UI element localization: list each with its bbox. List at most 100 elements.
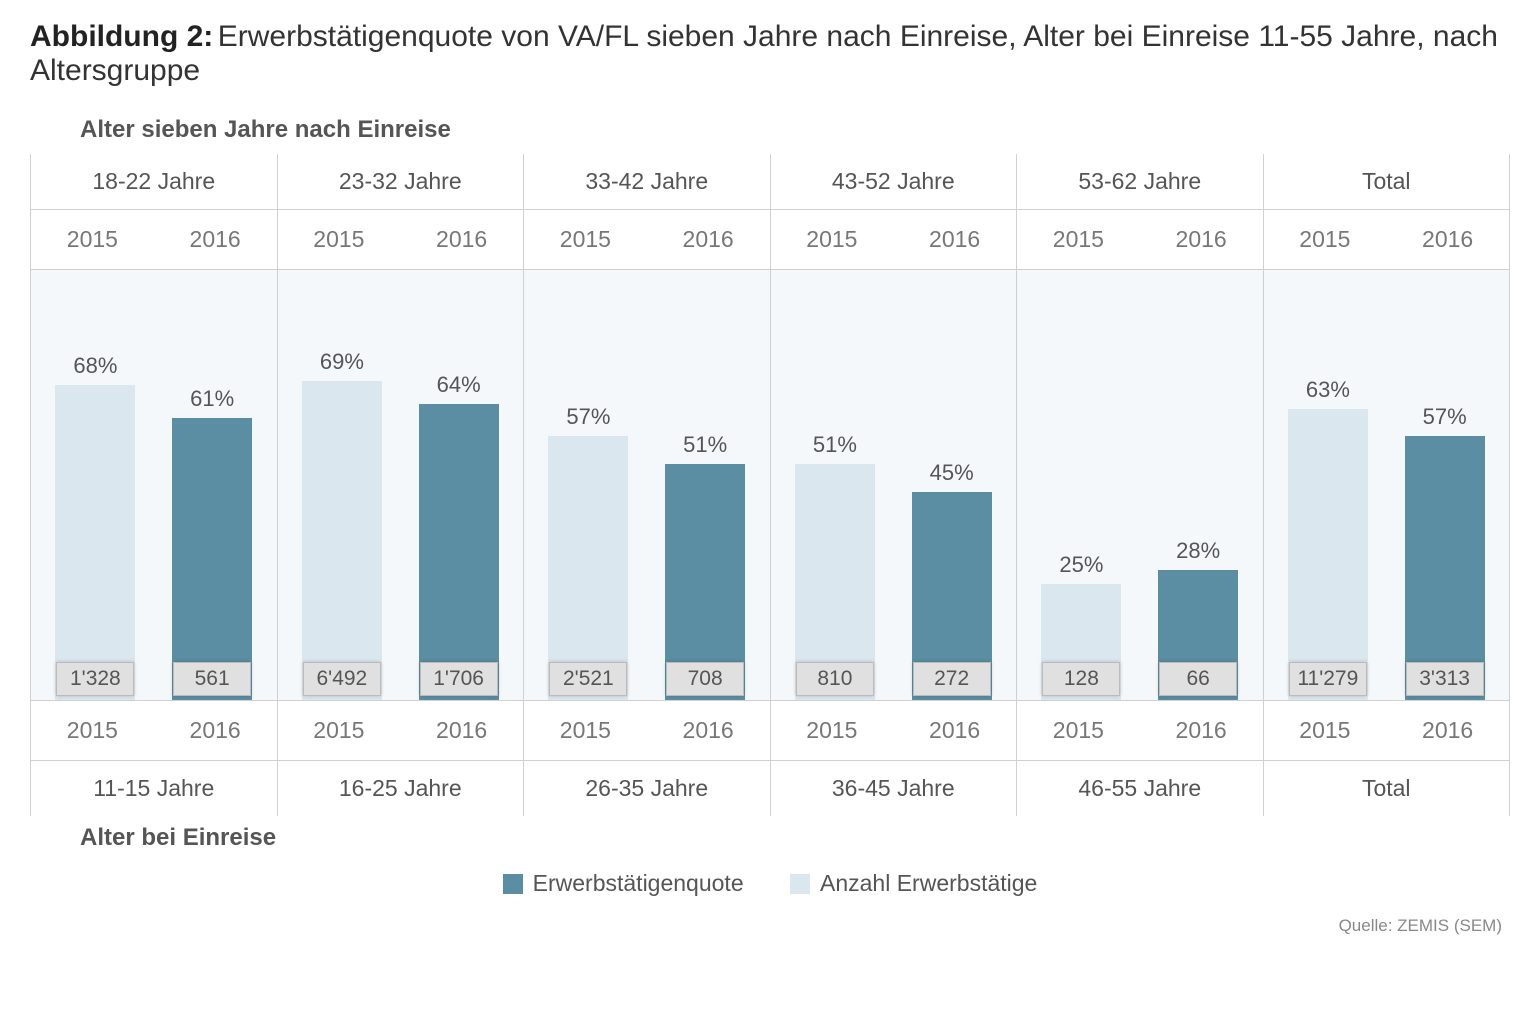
groups-row: 18-22 Jahre2015201668%1'32861%5612015201… [30, 154, 1510, 816]
bar [1288, 409, 1368, 700]
percent-label: 68% [73, 353, 117, 379]
chart-container: 18-22 Jahre2015201668%1'32861%5612015201… [30, 154, 1510, 816]
plot-area: 68% 1'328 61%561 [31, 270, 277, 700]
group-footer: 46-55 Jahre [1017, 760, 1263, 816]
count-badge: 3'313 [1406, 662, 1484, 696]
group-header: 23-32 Jahre [278, 154, 524, 210]
bar-slot: 57% 2'521 [530, 270, 647, 700]
year-label: 2016 [1140, 701, 1263, 760]
year-label: 2015 [1264, 210, 1387, 269]
title-label: Abbildung 2: [30, 20, 213, 53]
group-footer: 36-45 Jahre [771, 760, 1017, 816]
years-footer: 20152016 [278, 700, 524, 760]
group-header: 18-22 Jahre [31, 154, 277, 210]
age-group: 53-62 Jahre2015201625%12828%662015201646… [1017, 154, 1264, 816]
year-label: 2016 [893, 210, 1016, 269]
percent-label: 57% [566, 404, 610, 430]
age-group: 33-42 Jahre2015201657%2'52151%7082015201… [524, 154, 771, 816]
percent-label: 25% [1059, 552, 1103, 578]
title-text: Erwerbstätigenquote von VA/FL sieben Jah… [30, 20, 1498, 87]
group-header: 43-52 Jahre [771, 154, 1017, 210]
plot-area: 25% 128 28% 66 [1017, 270, 1263, 700]
bar-slot: 28% 66 [1140, 270, 1257, 700]
count-badge: 11'279 [1289, 662, 1367, 696]
year-label: 2015 [524, 210, 647, 269]
bar-slot: 25% 128 [1023, 270, 1140, 700]
percent-label: 51% [813, 432, 857, 458]
bar-slot: 68% 1'328 [37, 270, 154, 700]
years-footer: 20152016 [31, 700, 277, 760]
plot-area: 51% 810 45%272 [771, 270, 1017, 700]
bar-slot: 69% 6'492 [284, 270, 401, 700]
bar-slot: 51% 810 [777, 270, 894, 700]
group-header: 53-62 Jahre [1017, 154, 1263, 210]
count-badge: 810 [796, 662, 874, 696]
percent-label: 51% [683, 432, 727, 458]
bar [302, 381, 382, 700]
legend-swatch-count [790, 874, 810, 894]
years-header: 20152016 [278, 210, 524, 270]
age-group: Total2015201663%11'27957%3'31320152016To… [1264, 154, 1511, 816]
legend-label-quote: Erwerbstätigenquote [533, 870, 744, 897]
bar-slot: 51% 708 [647, 270, 764, 700]
group-footer: 11-15 Jahre [31, 760, 277, 816]
chart-title: Abbildung 2: Erwerbstätigenquote von VA/… [30, 20, 1510, 88]
group-footer: Total [1264, 760, 1510, 816]
legend-item-count: Anzahl Erwerbstätige [790, 870, 1037, 897]
legend-label-count: Anzahl Erwerbstätige [820, 870, 1037, 897]
count-badge: 128 [1042, 662, 1120, 696]
percent-label: 63% [1306, 377, 1350, 403]
bar [1405, 436, 1485, 700]
bar [172, 418, 252, 700]
year-label: 2016 [1140, 210, 1263, 269]
group-footer: 26-35 Jahre [524, 760, 770, 816]
year-label: 2015 [278, 210, 401, 269]
count-badge: 1'328 [56, 662, 134, 696]
years-footer: 20152016 [1264, 700, 1510, 760]
bar [548, 436, 628, 700]
year-label: 2016 [1386, 210, 1509, 269]
year-label: 2016 [647, 210, 770, 269]
count-badge: 708 [666, 662, 744, 696]
count-badge: 272 [913, 662, 991, 696]
chart-legend: Erwerbstätigenquote Anzahl Erwerbstätige [30, 870, 1510, 900]
years-footer: 20152016 [771, 700, 1017, 760]
plot-area: 57% 2'521 51% 708 [524, 270, 770, 700]
bar-slot: 57%3'313 [1386, 270, 1503, 700]
group-header: 33-42 Jahre [524, 154, 770, 210]
age-group: 23-32 Jahre2015201669%6'49264%1'70620152… [278, 154, 525, 816]
year-label: 2015 [31, 210, 154, 269]
years-header: 20152016 [1017, 210, 1263, 270]
plot-area: 63% 11'279 57%3'313 [1264, 270, 1510, 700]
year-label: 2015 [278, 701, 401, 760]
years-footer: 20152016 [524, 700, 770, 760]
years-header: 20152016 [771, 210, 1017, 270]
count-badge: 1'706 [420, 662, 498, 696]
bar-slot: 61%561 [154, 270, 271, 700]
axis-subtitle-bottom: Alter bei Einreise [30, 824, 1510, 852]
count-badge: 6'492 [303, 662, 381, 696]
year-label: 2015 [524, 701, 647, 760]
bar-slot: 64% 1'706 [400, 270, 517, 700]
bar-slot: 63% 11'279 [1270, 270, 1387, 700]
group-footer: 16-25 Jahre [278, 760, 524, 816]
year-label: 2016 [893, 701, 1016, 760]
years-header: 20152016 [1264, 210, 1510, 270]
percent-label: 64% [437, 372, 481, 398]
legend-item-quote: Erwerbstätigenquote [503, 870, 744, 897]
year-label: 2016 [154, 701, 277, 760]
plot-area: 69% 6'492 64% 1'706 [278, 270, 524, 700]
year-label: 2015 [1017, 210, 1140, 269]
bar-slot: 45%272 [893, 270, 1010, 700]
legend-swatch-quote [503, 874, 523, 894]
year-label: 2015 [771, 210, 894, 269]
count-badge: 2'521 [549, 662, 627, 696]
year-label: 2015 [31, 701, 154, 760]
percent-label: 28% [1176, 538, 1220, 564]
years-footer: 20152016 [1017, 700, 1263, 760]
count-badge: 561 [173, 662, 251, 696]
percent-label: 69% [320, 349, 364, 375]
count-badge: 66 [1159, 662, 1237, 696]
year-label: 2015 [771, 701, 894, 760]
years-header: 20152016 [31, 210, 277, 270]
